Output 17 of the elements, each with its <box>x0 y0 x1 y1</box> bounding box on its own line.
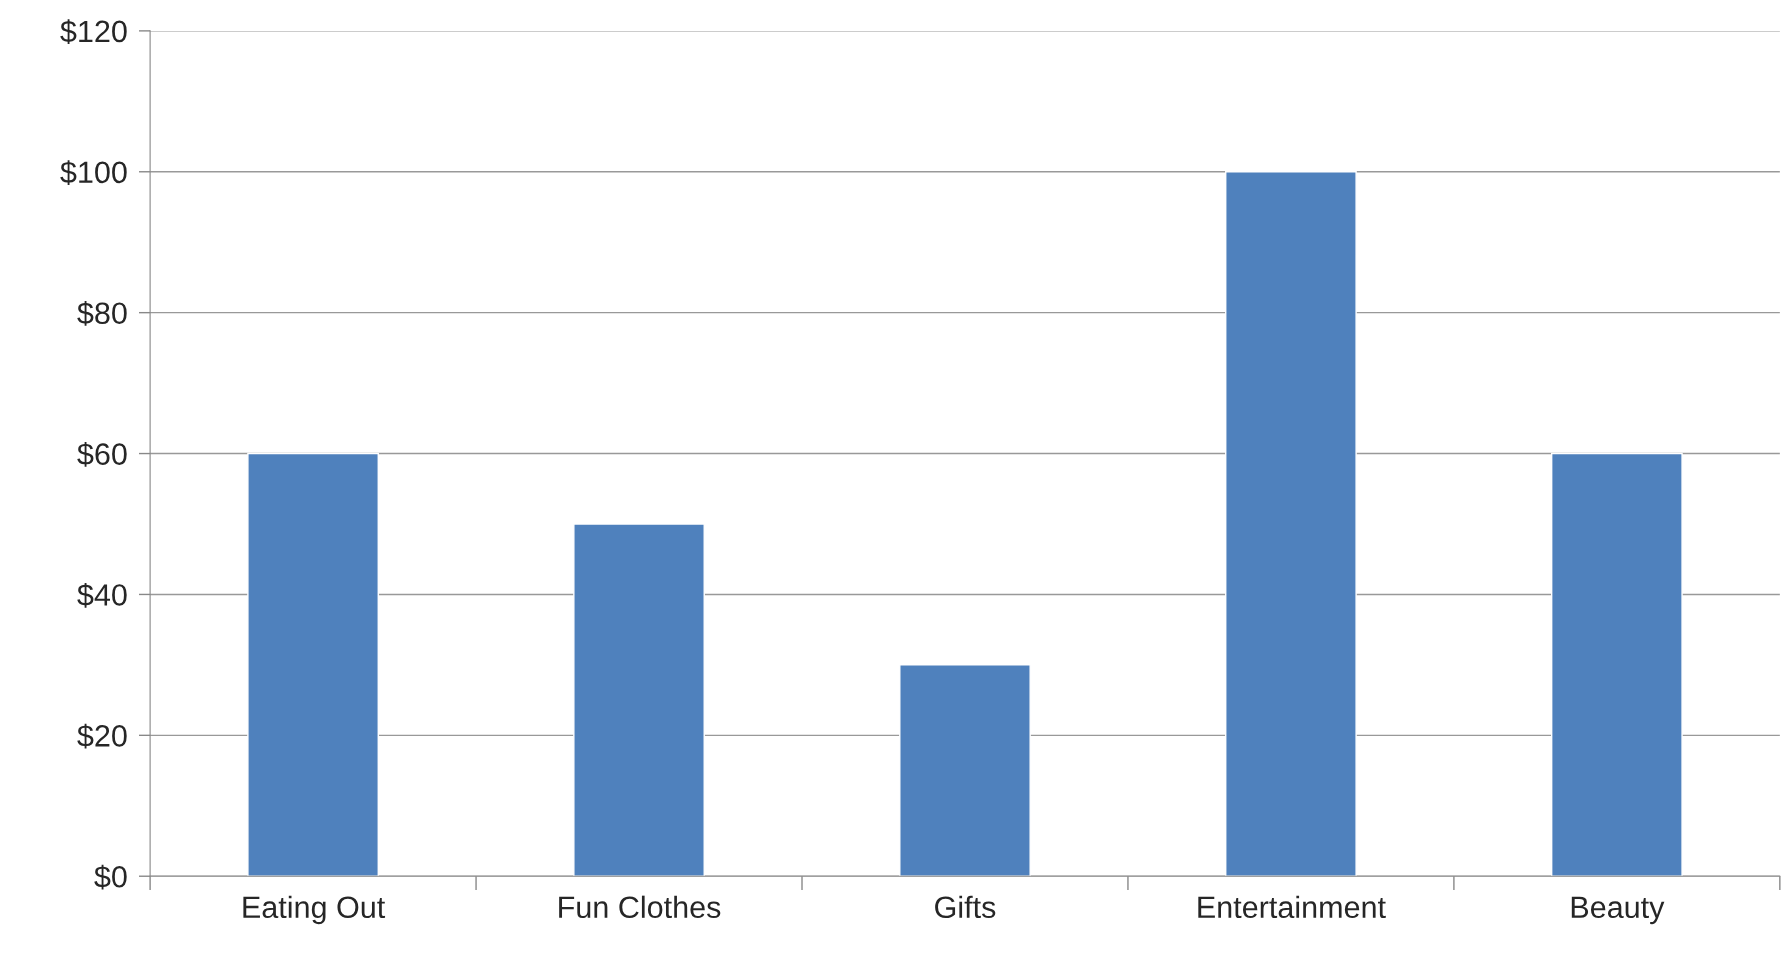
x-tick-label: Eating Out <box>243 895 386 925</box>
bar <box>899 664 1031 877</box>
y-tick-label: $0 <box>94 864 127 890</box>
x-tick-label: Gifts <box>935 895 996 919</box>
x-tick-label: Beauty <box>1571 896 1665 925</box>
y-tick-label: $80 <box>77 301 127 326</box>
bar <box>1225 171 1357 877</box>
bar <box>573 523 705 877</box>
y-tick-label: $60 <box>77 442 127 467</box>
y-tick-label: $40 <box>77 582 127 608</box>
y-tick-label: $120 <box>60 19 127 45</box>
bar <box>1550 452 1683 877</box>
x-tick-label: Entertainment <box>1198 895 1386 919</box>
y-tick-label: $100 <box>60 160 127 185</box>
x-tick-label: Fun Clothes <box>559 895 721 919</box>
bar <box>247 452 379 877</box>
y-tick-label: $20 <box>77 723 127 749</box>
